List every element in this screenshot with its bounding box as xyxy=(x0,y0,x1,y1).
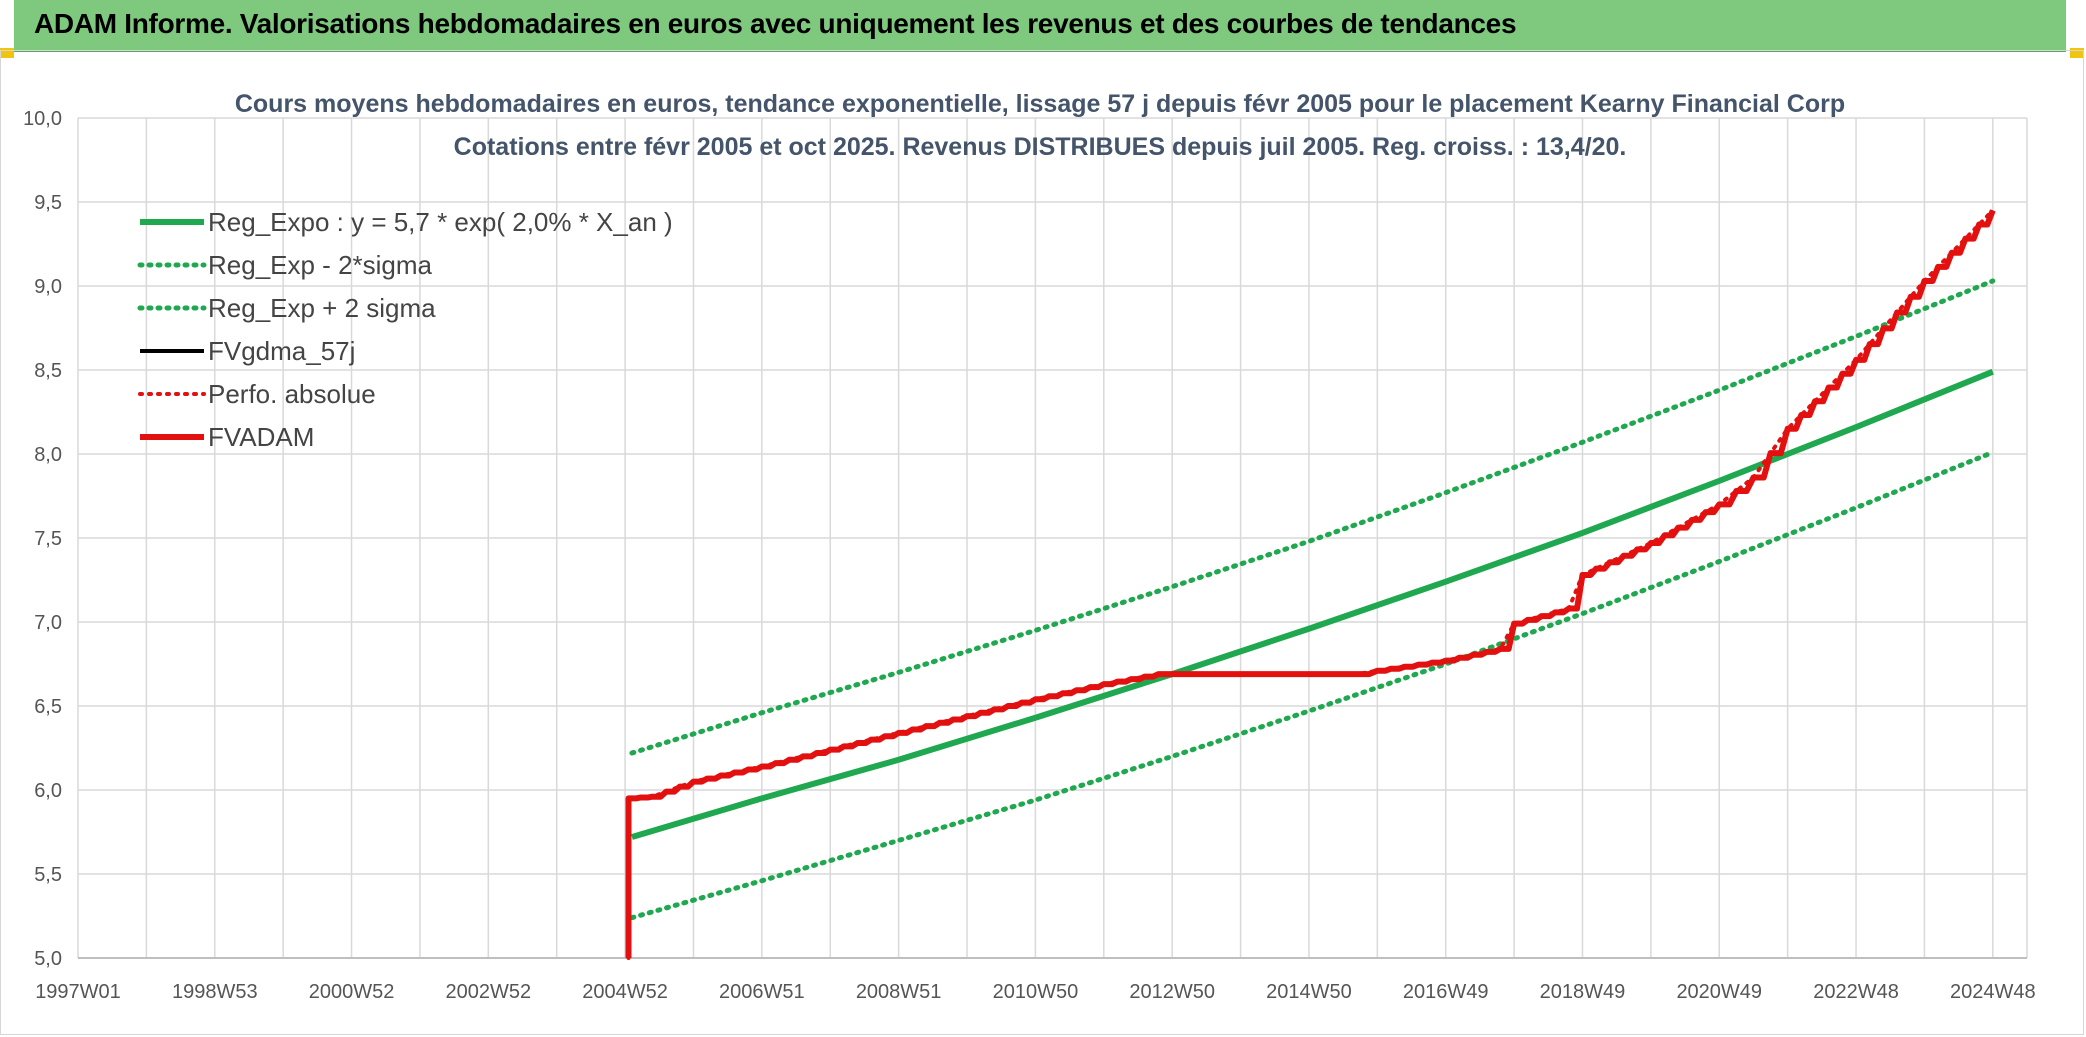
legend-label: FVADAM xyxy=(208,422,314,452)
x-tick-label: 2008W51 xyxy=(856,981,942,1003)
chart-title: Cours moyens hebdomadaires en euros, ten… xyxy=(235,90,1845,118)
legend-label: Perfo. absolue xyxy=(208,379,376,409)
y-tick-label: 7,0 xyxy=(34,612,62,634)
report-title: ADAM Informe. Valorisations hebdomadaire… xyxy=(34,8,1517,39)
y-axis-ticks: 5,0 5,5 6,0 6,5 7,0 7,5 8,0 8,5 9,0 9,5 10,0 xyxy=(23,108,62,970)
y-tick-label: 9,5 xyxy=(34,192,62,214)
x-axis-ticks: 1997W01 1998W53 2000W52 2002W52 2004W52 2006W… xyxy=(35,981,2035,1003)
x-tick-label: 2006W51 xyxy=(719,981,805,1003)
y-tick-label: 6,0 xyxy=(34,780,62,802)
y-tick-label: 6,5 xyxy=(34,696,62,718)
chart-legend: Reg_Expo : y = 5,7 * exp( 2,0% * X_an ) R… xyxy=(137,207,673,452)
x-tick-label: 2016W49 xyxy=(1403,981,1489,1003)
legend-label: FVgdma_57j xyxy=(208,336,355,366)
x-tick-label: 2010W50 xyxy=(993,981,1079,1003)
x-tick-label: 2020W49 xyxy=(1676,981,1762,1003)
chart-grid xyxy=(77,117,2028,959)
x-tick-label: 2000W52 xyxy=(309,981,395,1003)
x-tick-label: 2004W52 xyxy=(582,981,668,1003)
series-line xyxy=(631,368,1994,840)
y-tick-label: 5,5 xyxy=(34,864,62,886)
y-tick-label: 9,0 xyxy=(34,276,62,298)
x-tick-label: 1998W53 xyxy=(172,981,258,1003)
y-tick-label: 7,5 xyxy=(34,528,62,550)
y-tick-label: 10,0 xyxy=(23,108,62,130)
x-tick-label: 2014W50 xyxy=(1266,981,1352,1003)
x-tick-label: 2012W50 xyxy=(1129,981,1215,1003)
x-tick-label: 2018W49 xyxy=(1540,981,1626,1003)
y-tick-label: 8,5 xyxy=(34,360,62,382)
y-tick-label: 5,0 xyxy=(34,948,62,970)
x-tick-label: 2024W48 xyxy=(1950,981,2036,1003)
legend-label: Reg_Exp - 2*sigma xyxy=(208,250,433,280)
y-tick-label: 8,0 xyxy=(34,444,62,466)
x-tick-label: 1997W01 xyxy=(35,981,121,1003)
series-line xyxy=(625,209,1996,958)
legend-label: Reg_Exp + 2 sigma xyxy=(208,293,436,323)
chart-frame xyxy=(0,50,2084,1035)
right-corner-accent xyxy=(2070,48,2084,58)
x-tick-label: 2022W48 xyxy=(1813,981,1899,1003)
x-tick-label: 2002W52 xyxy=(446,981,532,1003)
chart-series xyxy=(625,208,1996,960)
report-header: ADAM Informe. Valorisations hebdomadaire… xyxy=(14,0,2066,52)
left-corner-accent xyxy=(0,48,14,58)
series-line xyxy=(629,278,1996,756)
series-line xyxy=(629,449,1996,921)
chart-subtitle: Cotations entre févr 2005 et oct 2025. R… xyxy=(454,133,1627,161)
legend-label: Reg_Expo : y = 5,7 * exp( 2,0% * X_an ) xyxy=(208,207,673,237)
